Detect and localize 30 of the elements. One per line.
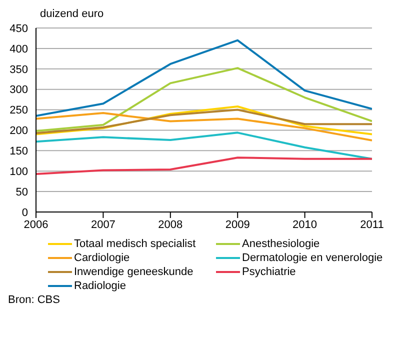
line-series [36,39,372,117]
y-tick-label: 50 [16,186,28,198]
legend-label: Cardiologie [74,252,130,264]
y-tick-label: 450 [10,22,28,35]
line-series [36,132,372,160]
x-tick-label: 2008 [158,218,183,231]
y-axis-title: duizend euro [40,8,105,22]
legend-label: Anesthesiologie [242,238,320,250]
line-series [36,156,372,175]
legend-label: Radiologie [74,280,126,292]
x-tick-label: 2011 [360,218,384,231]
y-tick-label: 350 [10,64,28,76]
text: Bron: CBS [8,294,61,306]
legend-label: Totaal medisch specialist [74,238,196,250]
x-tick-label: 2006 [24,218,48,231]
y-tick-label: 300 [10,84,28,96]
x-tick-label: 2009 [225,218,250,231]
line-series [36,67,372,132]
x-tick-label: 2010 [292,218,318,231]
y-tick-label: 400 [10,43,28,56]
legend-label: Dermatologie en venerologie [242,252,383,264]
y-tick-label: 100 [10,166,28,178]
legend-label: Inwendige geneeskunde [74,266,194,278]
line-series [36,112,372,142]
y-tick-label: 200 [10,125,28,138]
y-tick-label: 150 [10,146,28,158]
legend-label: Psychiatrie [242,266,296,278]
x-tick-label: 2007 [90,218,116,231]
y-tick-label: 250 [10,104,28,117]
y-tick-label: 0 [22,206,28,219]
